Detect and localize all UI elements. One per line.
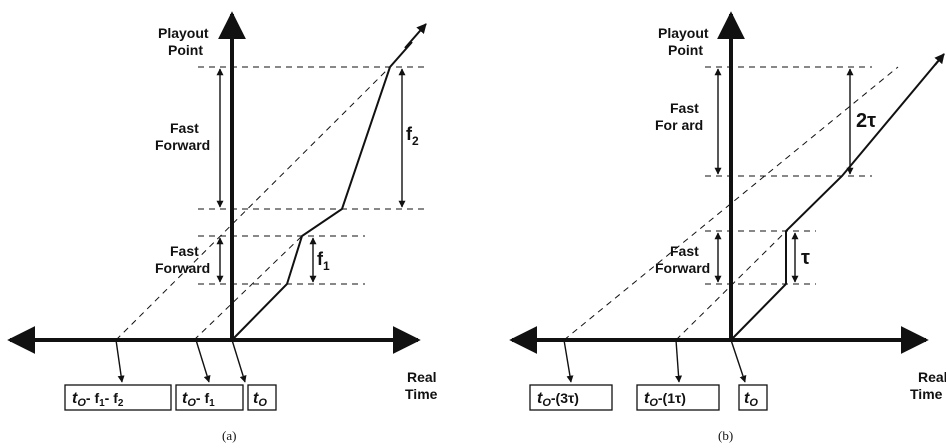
pointer-3-a: [231, 339, 247, 383]
two-tau-label-b: 2τ: [856, 110, 876, 132]
ff-lower-a-2: Forward: [155, 260, 210, 276]
pointer-1-a: [115, 339, 125, 383]
ff-lower-b-1: Fast: [670, 243, 699, 259]
box-t0-b: [738, 384, 768, 411]
playout-curve-a: [231, 41, 413, 341]
caption-b: (b): [718, 428, 733, 443]
ff-upper-a-1: Fast: [170, 120, 199, 136]
box-t0-a-text: tO: [253, 390, 267, 409]
box-t0-f1-f2: [64, 384, 172, 411]
x-label-a-2: Time: [405, 386, 438, 402]
box-t0-f1-f2-text: tO- f1- f2: [72, 390, 124, 409]
ref-line-1-b: [563, 66, 899, 341]
box-t0-3tau: [529, 384, 613, 411]
panel-a: Playout Point Real Time Fast Forward Fas…: [7, 11, 438, 443]
f1-label-a: f1: [317, 249, 330, 273]
pointer-2-a: [195, 339, 211, 383]
box-t0-a: [247, 384, 277, 411]
pointer-3-b: [730, 339, 747, 383]
x-label-a-1: Real: [407, 369, 437, 385]
y-label-a-2: Point: [168, 42, 203, 58]
y-label-b-1: Playout: [658, 25, 709, 41]
curve-arrow-b: [934, 53, 945, 66]
box-t0-1tau: [636, 384, 720, 411]
pointer-2-b: [675, 339, 683, 383]
ref-line-2-a: [193, 235, 303, 341]
ref-line-2-b: [675, 175, 843, 341]
ff-upper-a-2: Forward: [155, 137, 210, 153]
box-t0-f1-text: tO- f1: [182, 390, 215, 409]
pointer-1-b: [563, 339, 574, 383]
curve-arrow-a: [404, 23, 427, 49]
ff-lower-b-2: Forward: [655, 260, 710, 276]
playout-curve-b: [730, 53, 945, 341]
x-label-b-2: Time: [910, 386, 943, 402]
ff-upper-b-2: For ard: [655, 117, 703, 133]
caption-a: (a): [222, 428, 236, 443]
x-label-b-1: Real: [918, 369, 946, 385]
box-t0-3tau-text: tO-(3τ): [537, 390, 579, 409]
box-t0-f1: [175, 384, 244, 411]
y-label-a-1: Playout: [158, 25, 209, 41]
y-label-b-2: Point: [668, 42, 703, 58]
ff-upper-b-1: Fast: [670, 100, 699, 116]
ff-lower-a-1: Fast: [170, 243, 199, 259]
box-t0-b-text: tO: [744, 390, 758, 409]
box-t0-1tau-text: tO-(1τ): [644, 390, 686, 409]
tau-label-b: τ: [801, 247, 810, 269]
panel-b: Playout Point Real Time Fast For ard Fas…: [509, 11, 946, 443]
f2-label-a: f2: [406, 124, 419, 148]
ref-line-1-a: [115, 66, 391, 341]
